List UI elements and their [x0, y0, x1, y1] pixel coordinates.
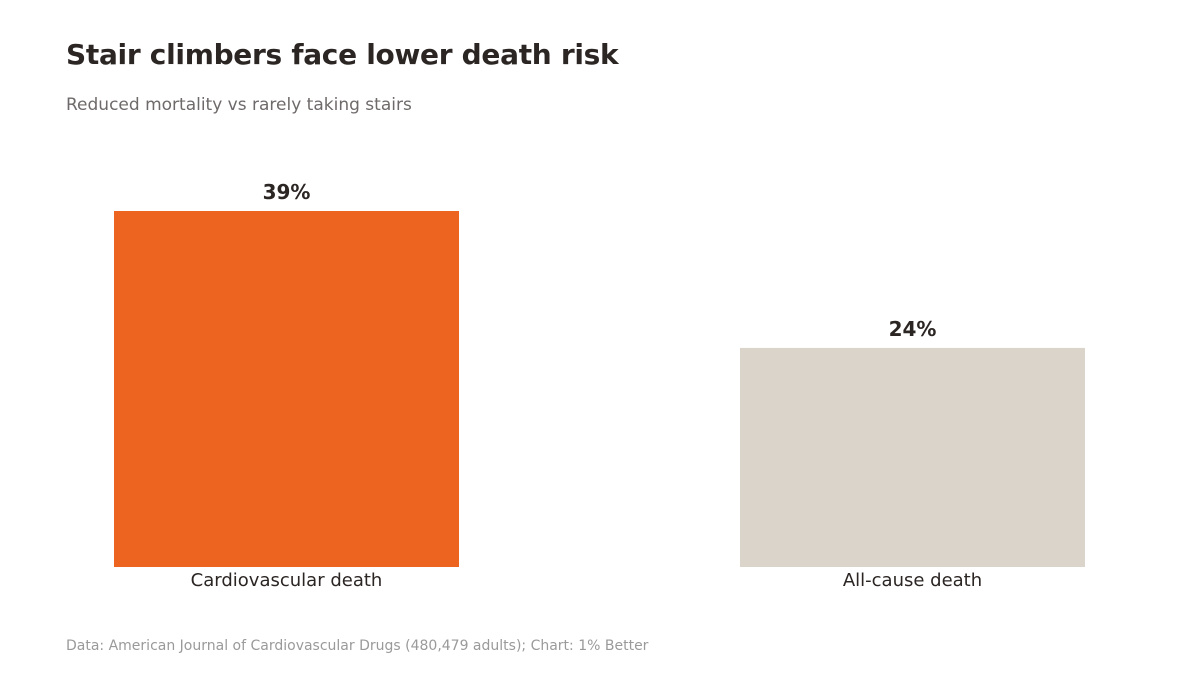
bar-1: [740, 347, 1085, 567]
chart-subtitle: Reduced mortality vs rarely taking stair…: [66, 95, 412, 115]
category-label-0: Cardiovascular death: [191, 570, 383, 591]
chart-title: Stair climbers face lower death risk: [66, 38, 619, 71]
bar-value-label-0: 39%: [263, 180, 311, 204]
source-note: Data: American Journal of Cardiovascular…: [66, 638, 649, 654]
bar-value-label-1: 24%: [889, 317, 937, 341]
bar-0: [114, 211, 459, 567]
category-label-1: All-cause death: [843, 570, 982, 591]
